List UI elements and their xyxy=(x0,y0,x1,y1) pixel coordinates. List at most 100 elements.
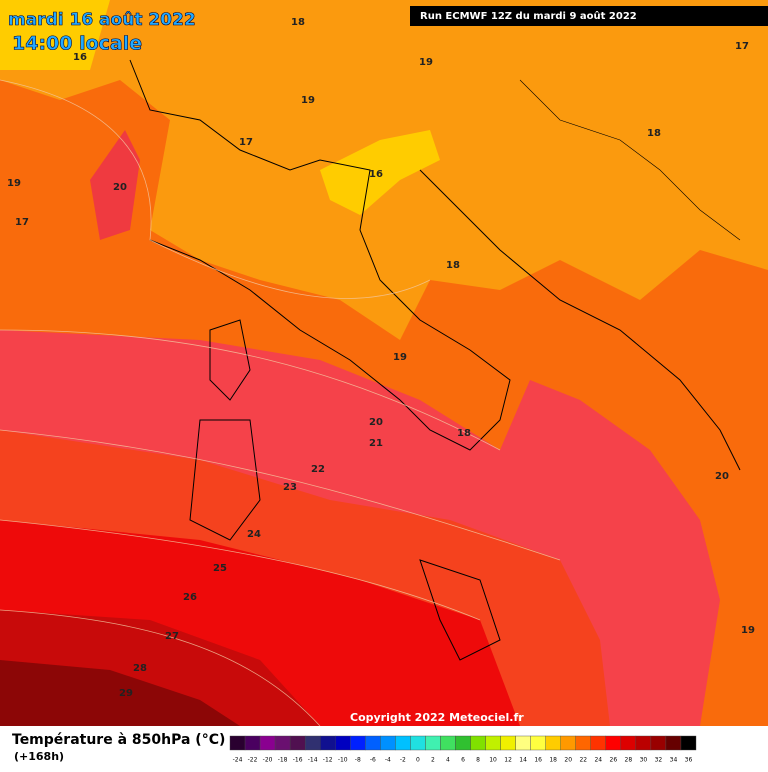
legend-swatch xyxy=(410,735,426,751)
coastlines xyxy=(129,59,741,661)
legend-swatch xyxy=(560,735,576,751)
contour-label: 18 xyxy=(457,428,471,439)
legend-tick: -10 xyxy=(338,757,348,764)
legend-swatch xyxy=(485,735,501,751)
isotherms xyxy=(0,79,561,727)
legend-swatch xyxy=(229,735,246,751)
legend-tick: 4 xyxy=(446,757,450,764)
contour-label: 24 xyxy=(247,529,261,540)
legend-tick: 30 xyxy=(640,757,648,764)
legend-swatch xyxy=(650,735,667,751)
legend: -24 -22 -20 -18 -16 -14 -12 -10 -8 -6 -4 -2 0 2 4 6 8 10 1… xyxy=(229,735,697,764)
legend-tick: 20 xyxy=(564,757,572,764)
legend-tick: -4 xyxy=(385,757,391,764)
footer-title: Température à 850hPa (°C) xyxy=(12,732,225,748)
legend-swatch xyxy=(635,735,652,751)
legend-swatch xyxy=(665,735,682,751)
legend-swatch xyxy=(380,735,396,751)
island xyxy=(189,419,261,541)
legend-tick: 28 xyxy=(625,757,633,764)
legend-tick: 26 xyxy=(610,757,618,764)
legend-swatch xyxy=(470,735,486,751)
legend-swatch xyxy=(365,735,381,751)
contour-label: 27 xyxy=(165,631,179,642)
copyright: Copyright 2022 Meteociel.fr xyxy=(350,711,524,724)
legend-swatch xyxy=(590,735,607,751)
legend-swatch xyxy=(680,735,697,751)
contour-label: 20 xyxy=(715,471,729,482)
legend-tick: -2 xyxy=(400,757,406,764)
legend-tick: 36 xyxy=(685,757,693,764)
legend-tick: 22 xyxy=(579,757,587,764)
contour-label: 17 xyxy=(15,217,29,228)
contour-label: 26 xyxy=(183,592,197,603)
legend-swatch xyxy=(575,735,591,751)
legend-tick: -14 xyxy=(308,757,318,764)
legend-tick: -24 xyxy=(233,757,243,764)
legend-swatch xyxy=(350,735,366,751)
legend-tick: 24 xyxy=(594,757,602,764)
field-16 xyxy=(0,0,110,70)
legend-swatch xyxy=(395,735,411,751)
legend-swatch xyxy=(425,735,441,751)
contour-label: 16 xyxy=(369,169,383,180)
legend-tick: 34 xyxy=(670,757,678,764)
contour-label: 23 xyxy=(283,482,297,493)
legend-tick: -18 xyxy=(278,757,288,764)
legend-swatch xyxy=(620,735,637,751)
legend-swatch xyxy=(244,735,261,751)
legend-swatch xyxy=(515,735,531,751)
contour-label: 19 xyxy=(741,625,755,636)
contour-label: 28 xyxy=(133,663,147,674)
contour-label: 18 xyxy=(291,17,305,28)
run-banner xyxy=(410,6,768,26)
legend-tick: 16 xyxy=(534,757,542,764)
island xyxy=(419,559,501,661)
legend-swatch xyxy=(335,735,351,751)
contour-label: 18 xyxy=(446,260,460,271)
legend-tick: -8 xyxy=(355,757,361,764)
contour-label: 25 xyxy=(213,563,227,574)
contour-label: 20 xyxy=(369,417,383,428)
legend-swatch xyxy=(259,735,276,751)
legend-tick: -20 xyxy=(263,757,273,764)
legend-swatch xyxy=(289,735,306,751)
contour-label: 21 xyxy=(369,438,383,449)
footer-lead: (+168h) xyxy=(14,750,64,763)
legend-tick: 18 xyxy=(549,757,557,764)
border xyxy=(519,79,741,241)
legend-swatch xyxy=(319,735,336,751)
legend-tick: 6 xyxy=(461,757,465,764)
legend-tick: -12 xyxy=(323,757,333,764)
field-30 xyxy=(0,660,240,726)
legend-tick: -16 xyxy=(293,757,303,764)
contour-labels: 18 16 19 19 17 18 17 19 20 16 17 18 19 20 21 18 22 23 20 24… xyxy=(7,17,755,699)
contour-label: 29 xyxy=(119,688,133,699)
legend-swatch xyxy=(500,735,516,751)
contour-label: 19 xyxy=(301,95,315,106)
legend-tick: -22 xyxy=(248,757,258,764)
contour-label: 19 xyxy=(7,178,21,189)
coast xyxy=(129,59,511,451)
legend-tick: 2 xyxy=(431,757,435,764)
contour-label: 16 xyxy=(73,52,87,63)
legend-tick: 8 xyxy=(476,757,480,764)
coast xyxy=(419,169,741,471)
contour-label: 19 xyxy=(419,57,433,68)
legend-tick: -6 xyxy=(370,757,376,764)
time: 14:00 locale xyxy=(12,33,142,55)
legend-tick: 12 xyxy=(504,757,512,764)
field-20 xyxy=(90,130,140,240)
legend-swatch xyxy=(605,735,622,751)
legend-swatch xyxy=(545,735,561,751)
contour-label: 22 xyxy=(311,464,325,475)
legend-swatch xyxy=(274,735,291,751)
legend-tick: 10 xyxy=(489,757,497,764)
legend-swatch xyxy=(530,735,546,751)
legend-tick: 0 xyxy=(416,757,420,764)
contour-label: 17 xyxy=(239,137,253,148)
field-16 xyxy=(320,130,440,215)
contour-label: 20 xyxy=(113,182,127,193)
contour-label: 19 xyxy=(393,352,407,363)
